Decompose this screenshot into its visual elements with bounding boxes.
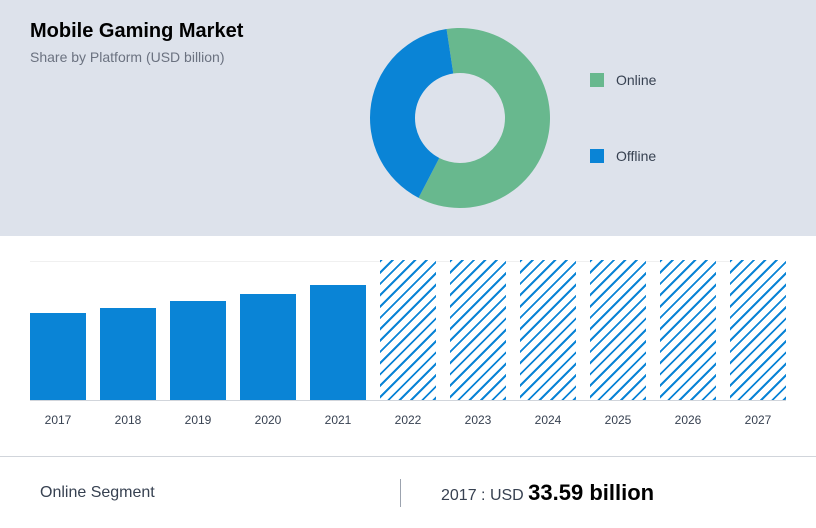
bar-2020 xyxy=(240,294,296,400)
xtick-2022: 2022 xyxy=(380,413,436,427)
bar-2019 xyxy=(170,301,226,400)
bar-2027 xyxy=(730,260,786,400)
donut-chart xyxy=(350,20,570,216)
bar-2021 xyxy=(310,285,366,400)
footer-divider xyxy=(400,479,401,507)
page-subtitle: Share by Platform (USD billion) xyxy=(30,49,350,65)
bar-2017 xyxy=(30,313,86,400)
footer: Online Segment 2017 : USD 33.59 billion xyxy=(0,457,816,528)
footer-value: 2017 : USD 33.59 billion xyxy=(441,480,654,506)
bar-2022 xyxy=(380,260,436,400)
legend-label-online: Online xyxy=(616,72,656,88)
title-block: Mobile Gaming Market Share by Platform (… xyxy=(30,20,350,216)
legend-item-offline: Offline xyxy=(590,148,786,164)
bar-2023 xyxy=(450,260,506,400)
xtick-2025: 2025 xyxy=(590,413,646,427)
bar-chart xyxy=(30,261,786,401)
bar-2024 xyxy=(520,260,576,400)
header-section: Mobile Gaming Market Share by Platform (… xyxy=(0,0,816,236)
bar-2026 xyxy=(660,260,716,400)
footer-prefix: : USD xyxy=(481,487,528,504)
legend-item-online: Online xyxy=(590,72,786,88)
xtick-2018: 2018 xyxy=(100,413,156,427)
xtick-2020: 2020 xyxy=(240,413,296,427)
bar-chart-xaxis: 2017 2018 2019 2020 2021 2022 2023 2024 2025 2026… xyxy=(30,413,786,427)
footer-year: 2017 xyxy=(441,487,477,504)
legend-swatch-offline xyxy=(590,149,604,163)
legend-swatch-online xyxy=(590,73,604,87)
xtick-2023: 2023 xyxy=(450,413,506,427)
footer-amount: 33.59 billion xyxy=(528,480,654,505)
bar-2025 xyxy=(590,260,646,400)
xtick-2026: 2026 xyxy=(660,413,716,427)
xtick-2021: 2021 xyxy=(310,413,366,427)
bar-2018 xyxy=(100,308,156,400)
donut-legend: Online Offline xyxy=(570,20,786,216)
xtick-2027: 2027 xyxy=(730,413,786,427)
page-title: Mobile Gaming Market xyxy=(30,20,350,43)
legend-label-offline: Offline xyxy=(616,148,656,164)
segment-label: Online Segment xyxy=(40,484,400,502)
xtick-2019: 2019 xyxy=(170,413,226,427)
xtick-2017: 2017 xyxy=(30,413,86,427)
bar-chart-section: 2017 2018 2019 2020 2021 2022 2023 2024 2025 2026… xyxy=(0,236,816,457)
xtick-2024: 2024 xyxy=(520,413,576,427)
